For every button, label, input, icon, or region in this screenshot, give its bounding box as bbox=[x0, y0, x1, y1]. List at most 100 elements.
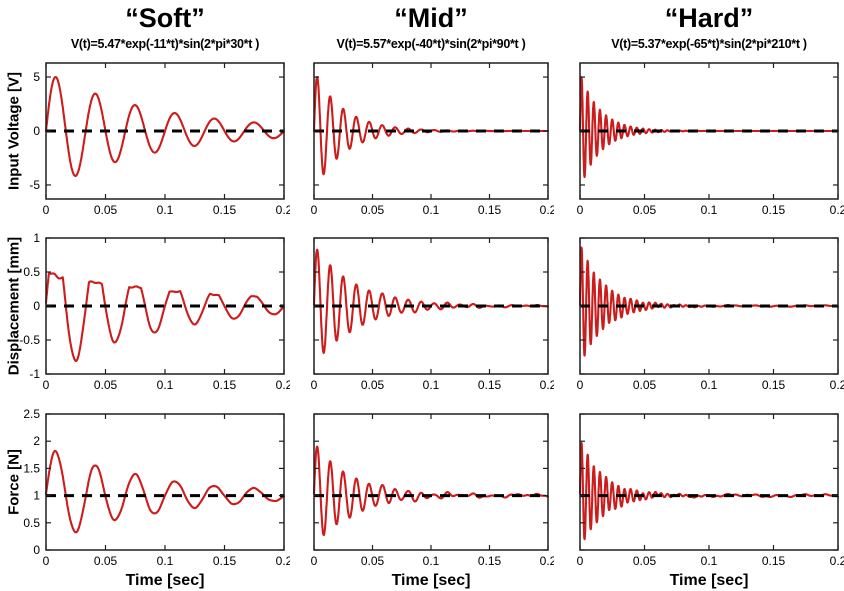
plot-canvas-input-voltage-soft: 0 0.05 0.1 0.15 0.2-505 bbox=[29, 62, 290, 217]
x-tick-label: 0 bbox=[577, 554, 584, 568]
x-tick-label: 0.2 bbox=[830, 203, 844, 217]
axes-frame bbox=[579, 413, 839, 551]
x-tick-label: 0.1 bbox=[701, 378, 718, 392]
x-tick-label: 0.2 bbox=[276, 203, 290, 217]
column-title-hard-text: “Hard” bbox=[664, 3, 754, 33]
plot-canvas-input-voltage-mid: 0 0.05 0.1 0.15 0.2 bbox=[311, 62, 554, 217]
axes-frame bbox=[45, 413, 285, 551]
x-tick-label: 0 bbox=[577, 203, 584, 217]
x-tick-label: 0.15 bbox=[213, 554, 237, 568]
column-title-hard: “Hard” bbox=[554, 0, 844, 32]
y-tick-label: 0 bbox=[33, 299, 40, 313]
column-title-soft: “Soft” bbox=[0, 0, 290, 32]
column-title-mid-text: “Mid” bbox=[394, 3, 468, 33]
signal-curve bbox=[312, 248, 550, 354]
x-tick-label: 0.05 bbox=[94, 203, 118, 217]
x-tick-label: 0 bbox=[43, 203, 50, 217]
x-tick-label: 0 bbox=[311, 554, 318, 568]
y-tick-label: -5 bbox=[29, 178, 40, 192]
x-tick-label: 0.2 bbox=[276, 378, 290, 392]
plot-force-mid: Time [sec] 0 0.05 0.1 0.15 0.2 bbox=[290, 400, 554, 591]
x-tick-label: 0 bbox=[311, 378, 318, 392]
x-tick-label: 0.15 bbox=[478, 378, 502, 392]
plot-force-hard: Time [sec] 0 0.05 0.1 0.15 0.2 bbox=[554, 400, 844, 591]
x-tick-label: 0.2 bbox=[540, 203, 554, 217]
signal-curve bbox=[44, 75, 286, 177]
y-tick-label: 1 bbox=[33, 489, 40, 503]
column-formula-soft-text: V(t)=5.47*exp(-11*t)*sin(2*pi*30*t ) bbox=[70, 37, 260, 51]
x-tick-label: 0.1 bbox=[157, 378, 174, 392]
plot-input-voltage-hard: 0 0.05 0.1 0.15 0.2 bbox=[554, 56, 844, 228]
x-tick-label: 0.1 bbox=[701, 203, 718, 217]
signal-curve bbox=[44, 272, 286, 362]
x-tick-label: 0.1 bbox=[423, 554, 440, 568]
signal-curve bbox=[312, 445, 550, 537]
x-tick-label: 0 bbox=[43, 554, 50, 568]
y-tick-label: 0 bbox=[33, 124, 40, 138]
column-formula-hard: V(t)=5.37*exp(-65*t)*sin(2*pi*210*t ) bbox=[554, 32, 844, 56]
x-tick-label: 0.05 bbox=[94, 554, 118, 568]
x-tick-label: 0.05 bbox=[633, 203, 657, 217]
plot-canvas-displacement-hard: 0 0.05 0.1 0.15 0.2 bbox=[577, 237, 844, 392]
plot-displacement-mid: 0 0.05 0.1 0.15 0.2 bbox=[290, 228, 554, 400]
plot-canvas-force-mid: 0 0.05 0.1 0.15 0.2 bbox=[311, 413, 554, 568]
x-tick-label: 0 bbox=[577, 378, 584, 392]
y-tick-label: 2 bbox=[33, 434, 40, 448]
x-tick-label: 0.05 bbox=[94, 378, 118, 392]
column-formula-mid: V(t)=5.57*exp(-40*t)*sin(2*pi*90*t ) bbox=[290, 32, 554, 56]
plot-canvas-force-hard: 0 0.05 0.1 0.15 0.2 bbox=[577, 413, 844, 568]
plot-canvas-force-soft: 0 0.05 0.1 0.15 0.2 0 0.5 1 1.5 2 2.5 bbox=[23, 407, 290, 568]
signal-curve bbox=[578, 441, 840, 541]
plot-canvas-displacement-mid: 0 0.05 0.1 0.15 0.2 bbox=[311, 237, 554, 392]
x-tick-label: 0.2 bbox=[830, 554, 844, 568]
y-tick-label: 1.5 bbox=[23, 461, 40, 475]
signal-curve bbox=[312, 76, 550, 176]
x-tick-label: 0.15 bbox=[762, 554, 786, 568]
x-tick-label: 0.1 bbox=[157, 203, 174, 217]
x-tick-label: 0.15 bbox=[478, 554, 502, 568]
x-tick-label: 0.1 bbox=[423, 203, 440, 217]
x-tick-label: 0.05 bbox=[633, 554, 657, 568]
x-axis-label-time-hard: Time [sec] bbox=[669, 572, 749, 589]
x-tick-label: 0.15 bbox=[213, 378, 237, 392]
signal-curve bbox=[44, 449, 286, 534]
plot-input-voltage-soft: Input Voltage [V] 0 0.05 0.1 0.15 0.2 -5 0 5 bbox=[0, 56, 290, 228]
column-formula-hard-text: V(t)=5.37*exp(-65*t)*sin(2*pi*210*t ) bbox=[611, 37, 807, 51]
x-tick-label: 0 bbox=[43, 378, 50, 392]
signal-curve bbox=[578, 76, 840, 179]
y-tick-label: 0.5 bbox=[23, 265, 40, 279]
column-title-soft-text: “Soft” bbox=[125, 3, 205, 33]
x-tick-label: 0.15 bbox=[762, 378, 786, 392]
x-tick-label: 0.05 bbox=[361, 378, 385, 392]
y-tick-label: 0.5 bbox=[23, 516, 40, 530]
x-axis-label-time-mid: Time [sec] bbox=[391, 572, 471, 589]
x-tick-label: 0.15 bbox=[213, 203, 237, 217]
plot-displacement-soft: Displacement [mm] 0 0.05 0.1 0.15 0.2 -1 -0.5 0… bbox=[0, 228, 291, 400]
x-tick-label: 0.15 bbox=[478, 203, 502, 217]
x-axis-label-time-soft: Time [sec] bbox=[125, 572, 205, 589]
x-tick-label: 0.05 bbox=[361, 554, 385, 568]
plot-input-voltage-mid: 0 0.05 0.1 0.15 0.2 bbox=[290, 56, 554, 228]
plot-canvas-input-voltage-hard: 0 0.05 0.1 0.15 0.2 bbox=[577, 62, 844, 217]
x-tick-label: 0.2 bbox=[540, 378, 554, 392]
column-title-mid: “Mid” bbox=[290, 0, 554, 32]
axes-frame bbox=[313, 413, 549, 551]
y-tick-label: -0.5 bbox=[19, 333, 40, 347]
x-tick-label: 0.2 bbox=[276, 554, 290, 568]
plot-canvas-displacement-soft: 0 0.05 0.1 0.15 0.2 -1 -0.5 0 0.5 1 bbox=[19, 231, 290, 392]
x-tick-label: 0.1 bbox=[157, 554, 174, 568]
column-formula-soft: V(t)=5.47*exp(-11*t)*sin(2*pi*30*t ) bbox=[0, 32, 290, 56]
x-tick-label: 0 bbox=[311, 203, 318, 217]
signal-curve bbox=[578, 246, 840, 357]
x-tick-label: 0.05 bbox=[361, 203, 385, 217]
plot-force-soft: Force [N] Time [sec] 0 0.05 0.1 0.15 0.2 0 0.5… bbox=[0, 400, 291, 591]
y-tick-label: 1 bbox=[33, 231, 40, 245]
y-tick-label: 2.5 bbox=[23, 407, 40, 421]
y-tick-label: -1 bbox=[29, 367, 40, 381]
y-tick-label: 0 bbox=[33, 543, 40, 557]
x-tick-label: 0.2 bbox=[540, 554, 554, 568]
y-tick-label: 5 bbox=[33, 70, 40, 84]
x-tick-label: 0.2 bbox=[830, 378, 844, 392]
x-tick-label: 0.05 bbox=[633, 378, 657, 392]
